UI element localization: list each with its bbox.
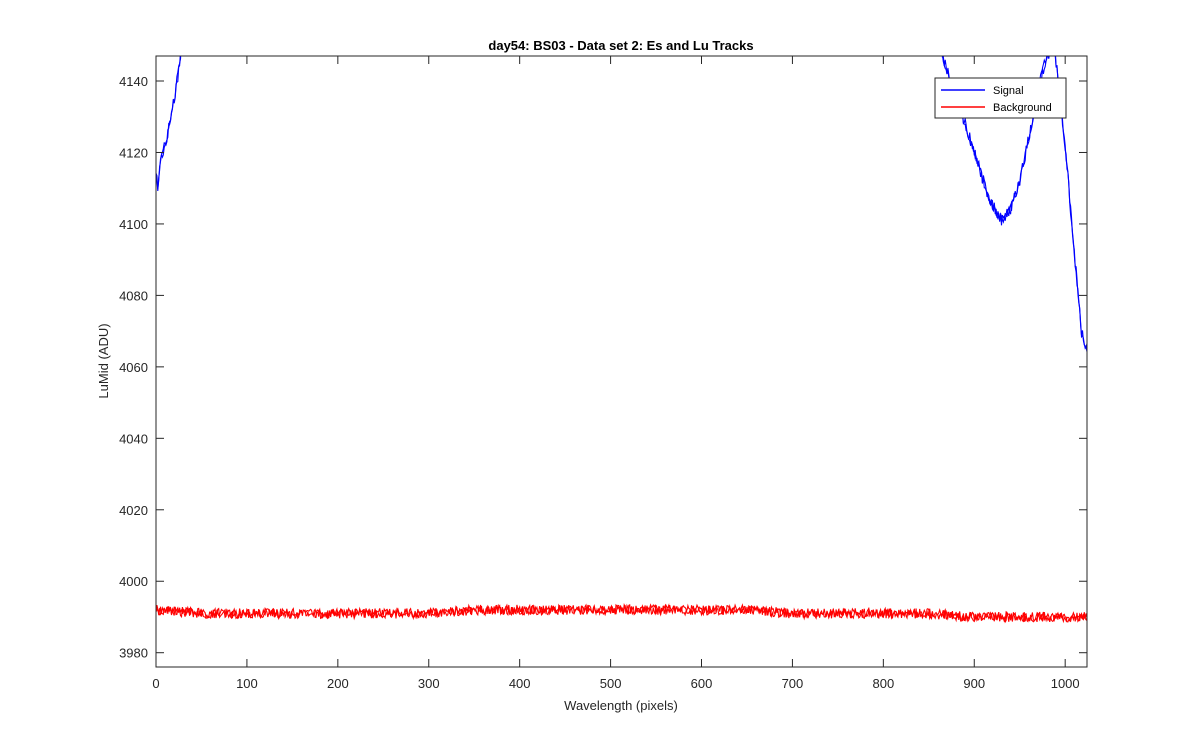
legend-box (934, 77, 1067, 119)
y-tick-label: 4060 (119, 360, 148, 375)
y-axis-label: LuMid (ADU) (96, 323, 111, 398)
y-tick-label: 4140 (119, 74, 148, 89)
y-tick-label: 4020 (119, 503, 148, 518)
chart-title: day54: BS03 - Data set 2: Es and Lu Trac… (488, 38, 753, 53)
y-tick-label: 4080 (119, 288, 148, 303)
y-tick-label: 4000 (119, 574, 148, 589)
axes-layer: 0 100 200 300 400 500 600 700 800 900 1000 3980 4000… (119, 55, 1088, 691)
legend-label-signal: Signal (993, 85, 1024, 97)
legend-label-background: Background (993, 102, 1052, 114)
x-tick-label: 0 (152, 676, 159, 691)
x-tick-label: 500 (600, 676, 622, 691)
legend: Signal Background (934, 77, 1067, 119)
x-tick-label: 600 (691, 676, 713, 691)
x-tick-label: 100 (236, 676, 258, 691)
x-tick-label: 200 (327, 676, 349, 691)
x-tick-label: 400 (509, 676, 531, 691)
axes-box (155, 55, 1088, 668)
x-tick-label: 300 (418, 676, 440, 691)
y-tick-label: 4120 (119, 145, 148, 160)
plot-area (156, 56, 1087, 667)
x-tick-label: 700 (782, 676, 804, 691)
x-tick-label: 900 (963, 676, 985, 691)
series-line (156, 603, 1087, 624)
y-tick-label: 3980 (119, 646, 148, 661)
y-tick-label: 4040 (119, 431, 148, 446)
y-tick-label: 4100 (119, 217, 148, 232)
x-axis-label: Wavelength (pixels) (564, 698, 678, 713)
x-tick-label: 800 (872, 676, 894, 691)
x-tick-label: 1000 (1051, 676, 1080, 691)
series-background (156, 603, 1087, 624)
